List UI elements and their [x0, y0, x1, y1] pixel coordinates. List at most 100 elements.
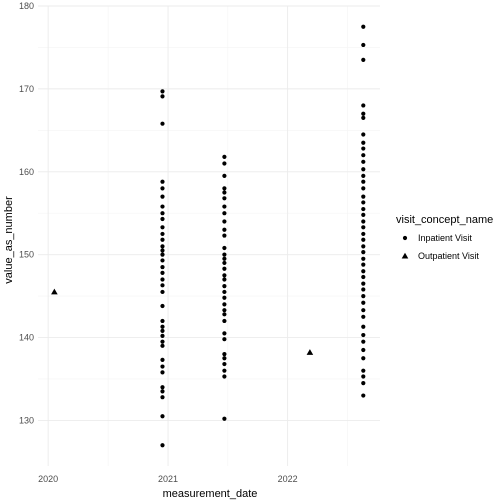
data-point: [160, 244, 165, 249]
data-point: [361, 194, 366, 199]
legend-entry: Outpatient Visit: [401, 251, 479, 261]
data-point: [222, 284, 227, 289]
data-point: [222, 161, 227, 166]
data-point: [222, 302, 227, 307]
data-point: [361, 250, 366, 255]
data-point: [361, 339, 366, 344]
data-point: [361, 332, 366, 338]
data-points: [51, 24, 366, 448]
data-point: [222, 308, 227, 313]
data-point: [160, 94, 165, 99]
data-point: [160, 179, 165, 184]
data-point: [51, 288, 58, 295]
data-point: [361, 146, 366, 151]
data-point: [361, 173, 366, 179]
data-point: [160, 252, 165, 257]
y-tick-label: 150: [19, 250, 34, 260]
data-point: [160, 194, 165, 199]
data-point: [222, 173, 227, 179]
data-point: [222, 289, 227, 295]
data-point: [160, 216, 165, 222]
data-point: [160, 303, 165, 309]
legend-entry: Inpatient Visit: [402, 233, 472, 243]
data-point: [361, 281, 366, 286]
data-point: [222, 219, 227, 224]
y-tick-label: 160: [19, 167, 34, 177]
data-point: [361, 159, 366, 164]
data-point: [361, 244, 366, 249]
legend-key-circle: [402, 235, 408, 241]
data-point: [160, 283, 165, 288]
data-point: [160, 318, 165, 324]
x-tick-label: 2020: [38, 474, 58, 484]
data-point: [160, 237, 165, 242]
data-point: [160, 389, 165, 394]
data-point: [361, 115, 366, 120]
data-point: [361, 237, 366, 242]
data-point: [160, 121, 165, 126]
grid-lines: [38, 5, 380, 466]
legend-title: visit_concept_name: [396, 214, 493, 226]
data-point: [222, 361, 227, 367]
data-point: [361, 219, 366, 224]
data-point: [222, 256, 227, 261]
data-point: [361, 374, 366, 379]
data-point: [361, 179, 366, 184]
data-point: [361, 153, 366, 158]
data-point: [160, 443, 165, 448]
legend-label: Outpatient Visit: [418, 251, 479, 261]
data-point: [222, 211, 227, 216]
data-point: [160, 204, 165, 209]
data-point: [361, 393, 366, 398]
data-point: [160, 270, 165, 275]
data-point: [222, 190, 227, 195]
data-point: [160, 343, 165, 348]
data-point: [361, 132, 366, 137]
legend: visit_concept_name Inpatient Visit Outpat…: [396, 214, 493, 261]
data-point: [361, 212, 366, 217]
data-point: [222, 295, 227, 300]
data-point: [222, 227, 227, 232]
data-point: [160, 225, 165, 230]
legend-key-triangle: [401, 252, 409, 259]
data-point: [160, 186, 165, 191]
data-point: [361, 269, 366, 274]
data-point: [222, 252, 227, 257]
data-point: [222, 416, 227, 421]
data-point: [361, 300, 366, 305]
x-axis-ticks: 2020 2021 2022: [38, 474, 297, 484]
y-tick-label: 180: [19, 1, 34, 11]
data-point: [222, 260, 227, 266]
data-point: [160, 339, 165, 344]
y-tick-label: 140: [19, 333, 34, 343]
data-point: [222, 233, 227, 238]
data-point: [361, 140, 366, 145]
data-point: [361, 256, 366, 261]
data-point: [160, 414, 165, 419]
data-point: [361, 347, 366, 353]
y-axis-title: value_as_number: [3, 196, 15, 284]
data-point: [222, 352, 227, 357]
data-point: [361, 103, 366, 108]
legend-label: Inpatient Visit: [418, 233, 472, 243]
x-tick-label: 2021: [158, 474, 178, 484]
data-point: [222, 368, 227, 373]
data-point: [361, 111, 366, 116]
data-point: [361, 167, 366, 172]
data-point: [222, 318, 227, 324]
data-point: [160, 277, 165, 282]
data-point: [361, 42, 366, 48]
data-point: [222, 331, 227, 336]
data-point: [361, 24, 366, 29]
data-point: [361, 262, 366, 267]
data-point: [160, 370, 165, 375]
data-point: [306, 349, 314, 355]
data-point: [222, 186, 227, 191]
data-point: [222, 337, 227, 342]
data-point: [222, 356, 227, 361]
data-point: [160, 211, 165, 216]
y-tick-label: 170: [19, 84, 34, 94]
data-point: [160, 385, 165, 390]
data-point: [222, 154, 227, 159]
